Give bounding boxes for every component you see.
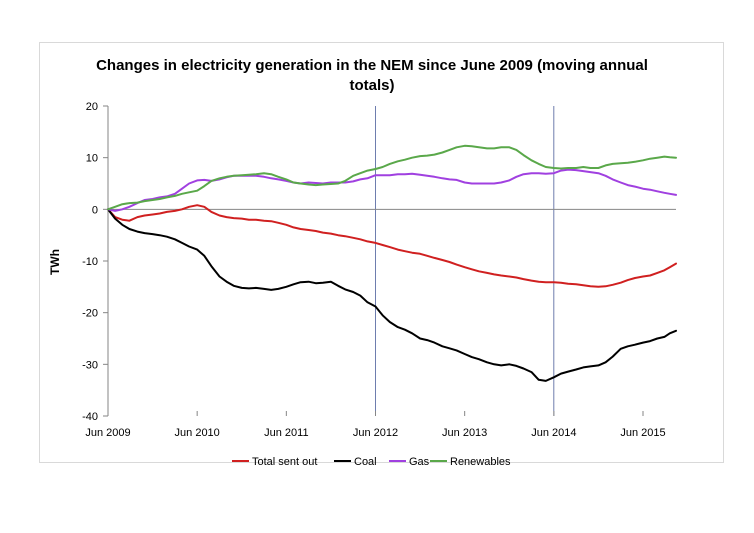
x-tick-label: Jun 2009	[85, 427, 130, 439]
y-tick-label: 0	[92, 204, 98, 216]
legend-label: Renewables	[450, 456, 511, 468]
legend-label: Coal	[354, 456, 377, 468]
series-line-gas	[107, 168, 677, 212]
series-line-renewables	[107, 144, 677, 211]
y-axis-label: TWh	[48, 249, 62, 275]
y-tick-label: -40	[82, 411, 98, 423]
y-tick-label: -30	[82, 359, 98, 371]
series-line-total-sent-out	[107, 204, 677, 288]
y-tick-label: -10	[82, 256, 98, 268]
x-tick-label: Jun 2013	[442, 427, 487, 439]
x-tick-label: Jun 2015	[620, 427, 665, 439]
y-tick-label: 10	[86, 153, 98, 165]
x-tick-label: Jun 2014	[531, 427, 576, 439]
y-tick-label: -20	[82, 308, 98, 320]
x-tick-label: Jun 2012	[353, 427, 398, 439]
legend-label: Total sent out	[252, 456, 317, 468]
legend: Total sent out Coal Gas Renewables	[232, 456, 511, 468]
y-tick-label: 20	[86, 101, 98, 113]
chart-title-line-1: Changes in electricity generation in the…	[96, 57, 648, 74]
x-tick-label: Jun 2011	[264, 427, 308, 439]
plot-area: 20 10 0 -10 -20 -30 -40 Jun 2009 Jun 2010 Jun 201…	[82, 101, 677, 439]
x-tick-label: Jun 2010	[175, 427, 220, 439]
legend-label: Gas	[409, 456, 430, 468]
series-line-coal	[107, 208, 677, 382]
chart-title-line-2: totals)	[350, 77, 395, 94]
chart-border	[39, 42, 724, 463]
